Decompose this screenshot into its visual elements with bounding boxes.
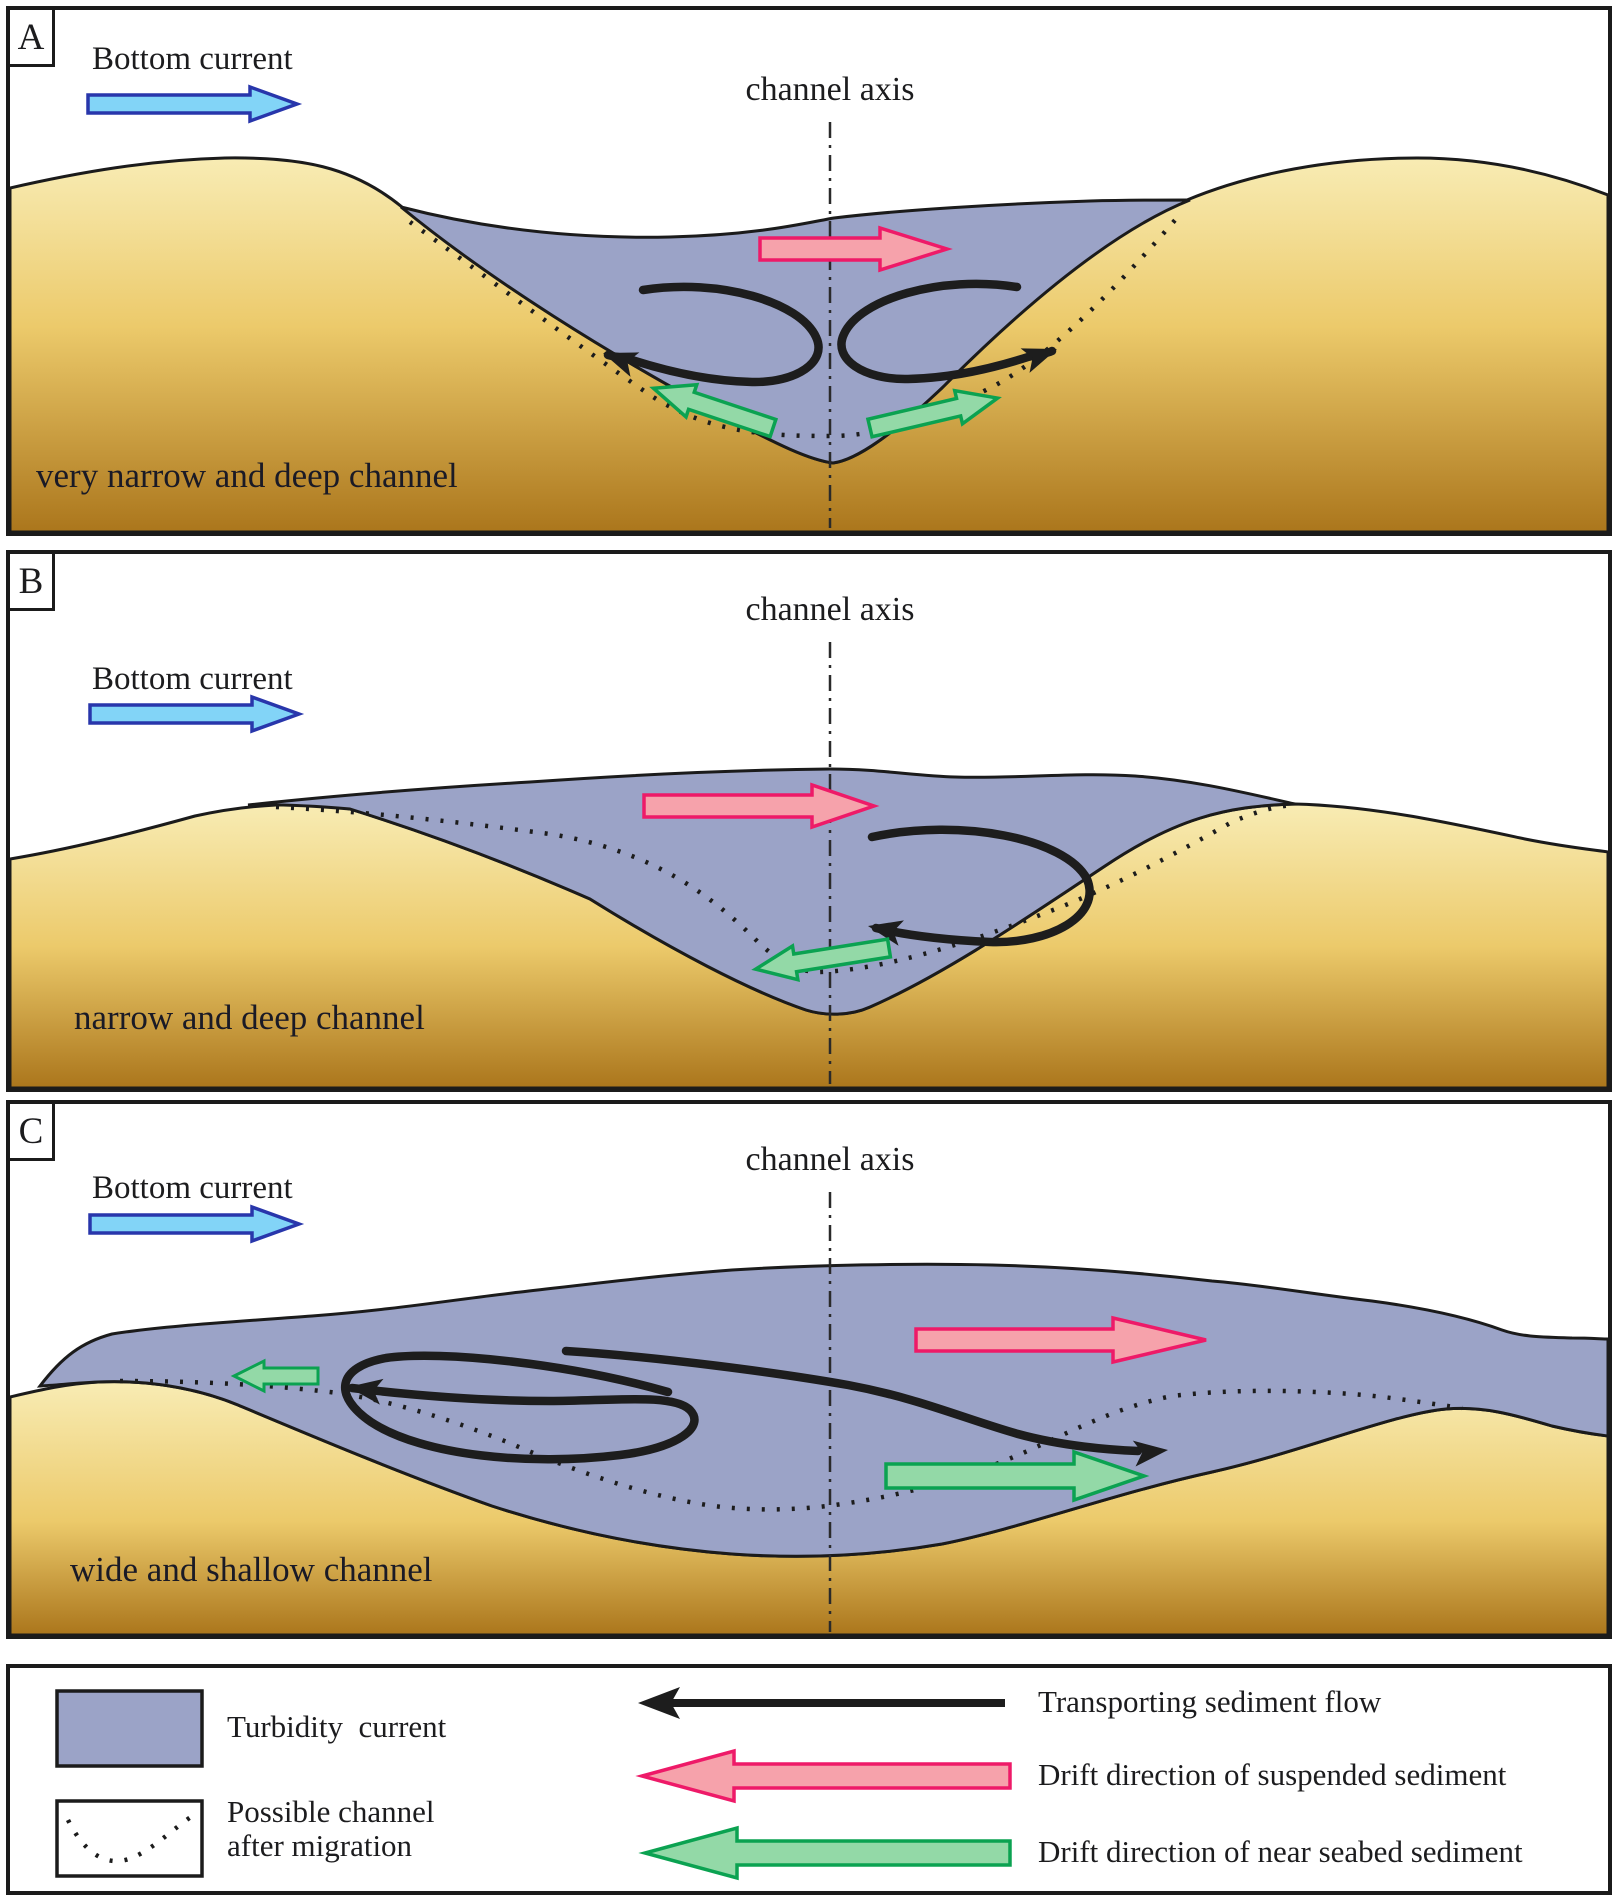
suspended-drift-arrow-icon-b (642, 782, 880, 830)
bottom-current-arrow-icon-a (86, 84, 303, 124)
transporting-flow-right-arrowhead-a (1020, 348, 1057, 373)
turbidity-current-fill-b (247, 767, 1296, 1016)
bottom-current-arrow-icon-b (88, 694, 305, 734)
bottom-current-label-a: Bottom current (92, 41, 293, 77)
legend-transport-label: Transporting sediment flow (1038, 1684, 1382, 1719)
panel-label-c: C (10, 1104, 55, 1161)
legend-drawing (55, 1687, 1012, 1881)
suspended-drift-arrow-icon-c (914, 1315, 1207, 1365)
panel-letter-b: B (18, 560, 44, 602)
caption-c: wide and shallow channel (70, 1550, 433, 1589)
transporting-flow-left-arrowhead-c (348, 1378, 384, 1405)
panel-letter-a: A (17, 16, 45, 58)
panel-a-drawing (10, 84, 1608, 532)
legend-migration-label-line2: after migration (227, 1828, 413, 1863)
transporting-flow-arrowhead-b (868, 920, 904, 946)
transporting-flow-right-arrow-c (561, 1346, 1143, 1456)
migration-channel-dotted-line-a (408, 210, 1184, 439)
transporting-flow-arrow-b (867, 825, 1094, 947)
legend-seabed-label: Drift direction of near seabed sediment (1038, 1834, 1523, 1869)
seabed-drift-arrow-left-icon-c (230, 1358, 320, 1394)
caption-b: narrow and deep channel (74, 998, 425, 1037)
transporting-flow-right-arrowhead-c (1132, 1440, 1168, 1467)
legend-turbidity-swatch (55, 1689, 204, 1768)
panel-b: B channel axis Bottom current narrow and… (6, 550, 1612, 1092)
legend-seabed-arrow-icon (638, 1825, 1012, 1881)
channel-axis-label-c: channel axis (745, 1141, 915, 1178)
bottom-current-label-b: Bottom current (92, 661, 293, 697)
bottom-current-arrow-icon-c (88, 1204, 305, 1244)
legend-suspended-arrow-icon (635, 1748, 1012, 1804)
panel-c-drawing (10, 1192, 1608, 1635)
legend-migration-swatch (55, 1799, 204, 1878)
channel-axis-label-b: channel axis (745, 591, 915, 628)
legend-suspended-label: Drift direction of suspended sediment (1038, 1757, 1507, 1792)
panel-label-a: A (10, 10, 55, 67)
seabed-drift-arrow-right-icon-c (884, 1449, 1150, 1503)
panel-a: A channel axis Bottom current very narro… (6, 6, 1612, 536)
legend-migration-dotted-line (65, 1813, 196, 1864)
caption-a: very narrow and deep channel (36, 456, 458, 495)
transporting-flow-left-arrow-a (603, 282, 823, 387)
turbidity-current-fill-c (36, 1262, 1608, 1558)
transporting-flow-right-arrow-a (837, 279, 1057, 384)
suspended-drift-arrow-icon-a (758, 225, 953, 273)
panel-label-b: B (10, 554, 55, 611)
seabed-drift-arrow-right-icon-a (865, 388, 1002, 439)
transporting-flow-left-arrow-c (341, 1351, 699, 1464)
legend-box: Turbidity current Possible channel after… (6, 1664, 1612, 1895)
legend-transport-arrowhead-icon (638, 1687, 680, 1719)
seabed-drift-arrow-left-icon-a (649, 382, 779, 439)
seabed-drift-arrow-icon-b (751, 937, 893, 982)
channel-axis-label-a: channel axis (745, 71, 915, 108)
panel-letter-c: C (18, 1110, 44, 1152)
legend-turbidity-label: Turbidity current (227, 1709, 447, 1744)
legend-migration-label-line1: Possible channel (227, 1794, 435, 1829)
panel-c: C channel axis Bottom current wide and s… (6, 1100, 1612, 1639)
panel-b-drawing (10, 642, 1608, 1088)
migration-channel-dotted-line-b (275, 802, 1295, 975)
bottom-current-label-c: Bottom current (92, 1170, 293, 1206)
transporting-flow-left-arrowhead-a (603, 352, 640, 377)
